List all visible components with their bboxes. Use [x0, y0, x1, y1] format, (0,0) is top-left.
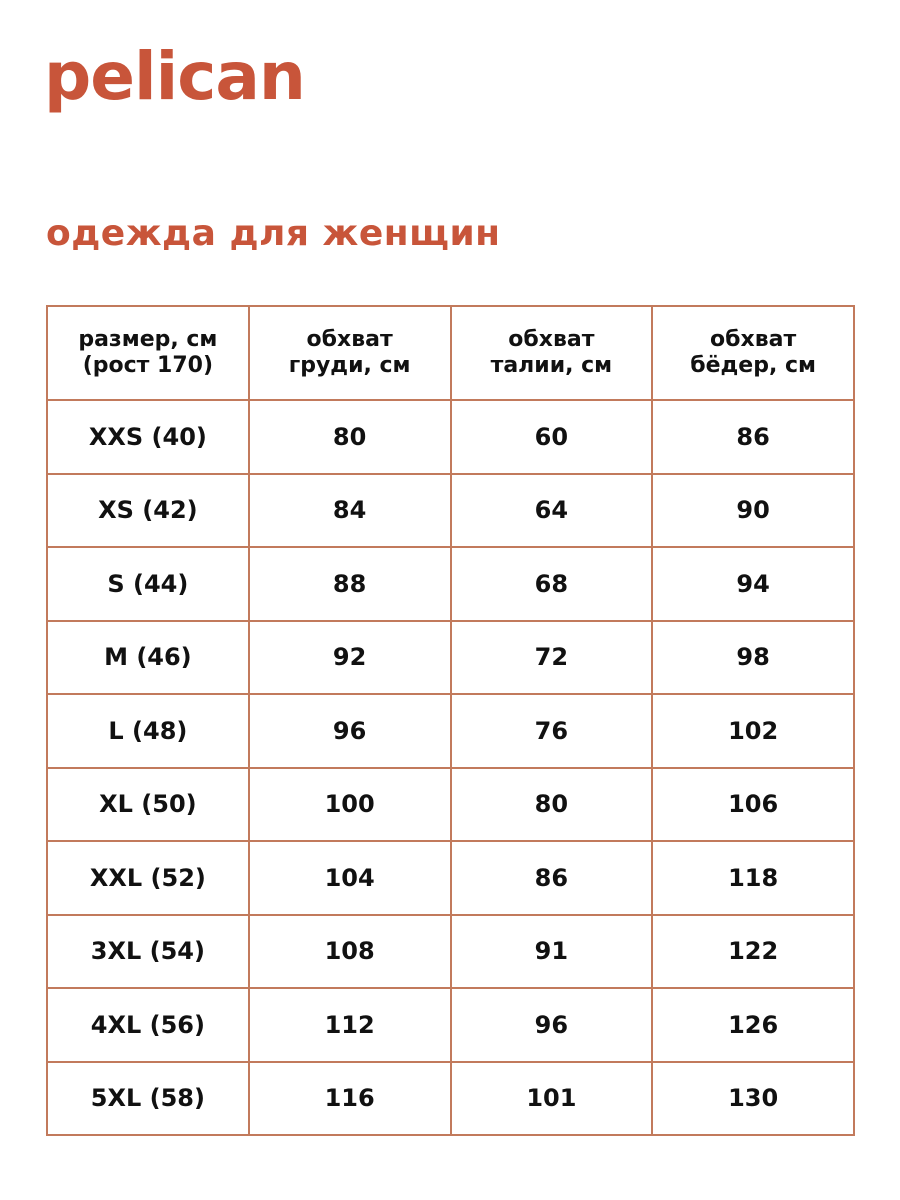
- table-row: M (46) 92 72 98: [46, 619, 855, 695]
- header-hips: обхват бёдер, см: [651, 305, 855, 401]
- table-row: 5XL (58) 116 101 130: [46, 1060, 855, 1136]
- header-line: (рост 170): [82, 353, 214, 378]
- cell-chest: 96: [247, 693, 452, 769]
- header-line: обхват: [710, 327, 797, 352]
- table-row: 3XL (54) 108 91 122: [46, 913, 855, 989]
- table-row: XXL (52) 104 86 118: [46, 840, 855, 916]
- header-line: талии, см: [490, 353, 613, 378]
- header-line: груди, см: [288, 353, 411, 378]
- header-chest: обхват груди, см: [247, 305, 452, 401]
- table-row: S (44) 88 68 94: [46, 546, 855, 622]
- pelican-logo: pelican: [44, 38, 306, 115]
- cell-waist: 80: [449, 766, 654, 842]
- cell-size: XL (50): [46, 766, 250, 842]
- cell-size: XXL (52): [46, 840, 250, 916]
- cell-size: 4XL (56): [46, 987, 250, 1063]
- header-line: бёдер, см: [690, 353, 816, 378]
- page-title: одежда для женщин: [46, 213, 501, 254]
- cell-waist: 86: [449, 840, 654, 916]
- cell-hips: 122: [651, 913, 855, 989]
- cell-size: 3XL (54): [46, 913, 250, 989]
- table-row: L (48) 96 76 102: [46, 693, 855, 769]
- cell-chest: 116: [247, 1060, 452, 1136]
- cell-hips: 118: [651, 840, 855, 916]
- cell-waist: 64: [449, 472, 654, 548]
- cell-hips: 98: [651, 619, 855, 695]
- cell-hips: 90: [651, 472, 855, 548]
- cell-size: XXS (40): [46, 399, 250, 475]
- cell-size: M (46): [46, 619, 250, 695]
- cell-size: 5XL (58): [46, 1060, 250, 1136]
- cell-waist: 91: [449, 913, 654, 989]
- table-row: XS (42) 84 64 90: [46, 472, 855, 548]
- table-row: 4XL (56) 112 96 126: [46, 987, 855, 1063]
- cell-waist: 76: [449, 693, 654, 769]
- header-waist: обхват талии, см: [449, 305, 654, 401]
- table-header-row: размер, см (рост 170) обхват груди, см обхва…: [46, 305, 855, 401]
- table-row: XXS (40) 80 60 86: [46, 399, 855, 475]
- cell-waist: 72: [449, 619, 654, 695]
- cell-chest: 92: [247, 619, 452, 695]
- cell-chest: 108: [247, 913, 452, 989]
- cell-hips: 130: [651, 1060, 855, 1136]
- size-chart-table: размер, см (рост 170) обхват груди, см обхва…: [46, 305, 855, 1136]
- header-size: размер, см (рост 170): [46, 305, 250, 401]
- cell-size: S (44): [46, 546, 250, 622]
- cell-chest: 100: [247, 766, 452, 842]
- cell-chest: 104: [247, 840, 452, 916]
- cell-chest: 112: [247, 987, 452, 1063]
- cell-waist: 101: [449, 1060, 654, 1136]
- cell-waist: 96: [449, 987, 654, 1063]
- header-line: размер, см: [78, 327, 218, 352]
- cell-waist: 68: [449, 546, 654, 622]
- cell-size: XS (42): [46, 472, 250, 548]
- header-line: обхват: [306, 327, 393, 352]
- cell-hips: 126: [651, 987, 855, 1063]
- table-row: XL (50) 100 80 106: [46, 766, 855, 842]
- header-line: обхват: [508, 327, 595, 352]
- cell-chest: 84: [247, 472, 452, 548]
- cell-waist: 60: [449, 399, 654, 475]
- cell-hips: 106: [651, 766, 855, 842]
- cell-size: L (48): [46, 693, 250, 769]
- cell-hips: 86: [651, 399, 855, 475]
- cell-hips: 102: [651, 693, 855, 769]
- cell-chest: 80: [247, 399, 452, 475]
- cell-chest: 88: [247, 546, 452, 622]
- cell-hips: 94: [651, 546, 855, 622]
